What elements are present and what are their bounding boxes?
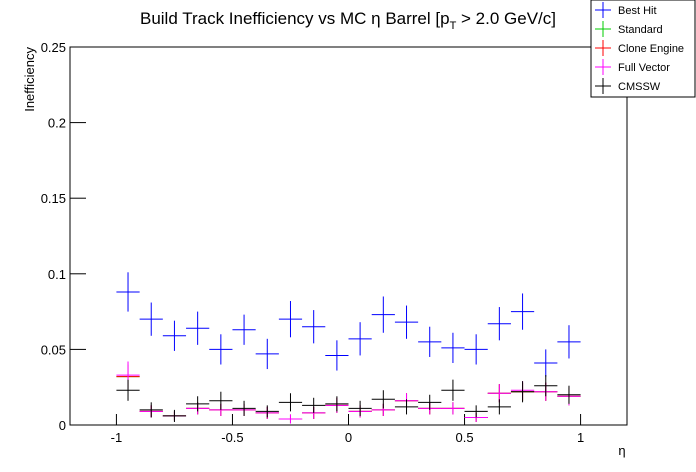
x-tick-label: 0 (345, 430, 352, 445)
title-end: > 2.0 GeV/c] (456, 9, 556, 28)
y-axis-label: Inefficiency (22, 47, 37, 112)
legend-label: Standard (618, 24, 663, 36)
legend-label: Full Vector (618, 62, 670, 74)
legend-label: CMSSW (618, 81, 661, 93)
y-tick-label: 0.05 (41, 342, 66, 357)
chart-title: Build Track Inefficiency vs MC η Barrel … (140, 9, 556, 32)
y-tick-label: 0.1 (48, 267, 66, 282)
x-tick-label: -1 (111, 430, 123, 445)
legend-label: Best Hit (618, 5, 657, 17)
y-tick-label: 0.2 (48, 116, 66, 131)
legend-label: Clone Engine (618, 43, 684, 55)
y-tick-label: 0.15 (41, 191, 66, 206)
x-tick-label: 1 (577, 430, 584, 445)
title-subscript: T (450, 20, 457, 32)
title-main: Build Track Inefficiency vs MC η Barrel … (140, 9, 450, 28)
x-tick-label: 0.5 (456, 430, 474, 445)
y-tick-label: 0.25 (41, 40, 66, 55)
y-tick-label: 0 (59, 418, 66, 433)
x-axis-label: η (618, 443, 625, 458)
x-tick-label: -0.5 (221, 430, 243, 445)
